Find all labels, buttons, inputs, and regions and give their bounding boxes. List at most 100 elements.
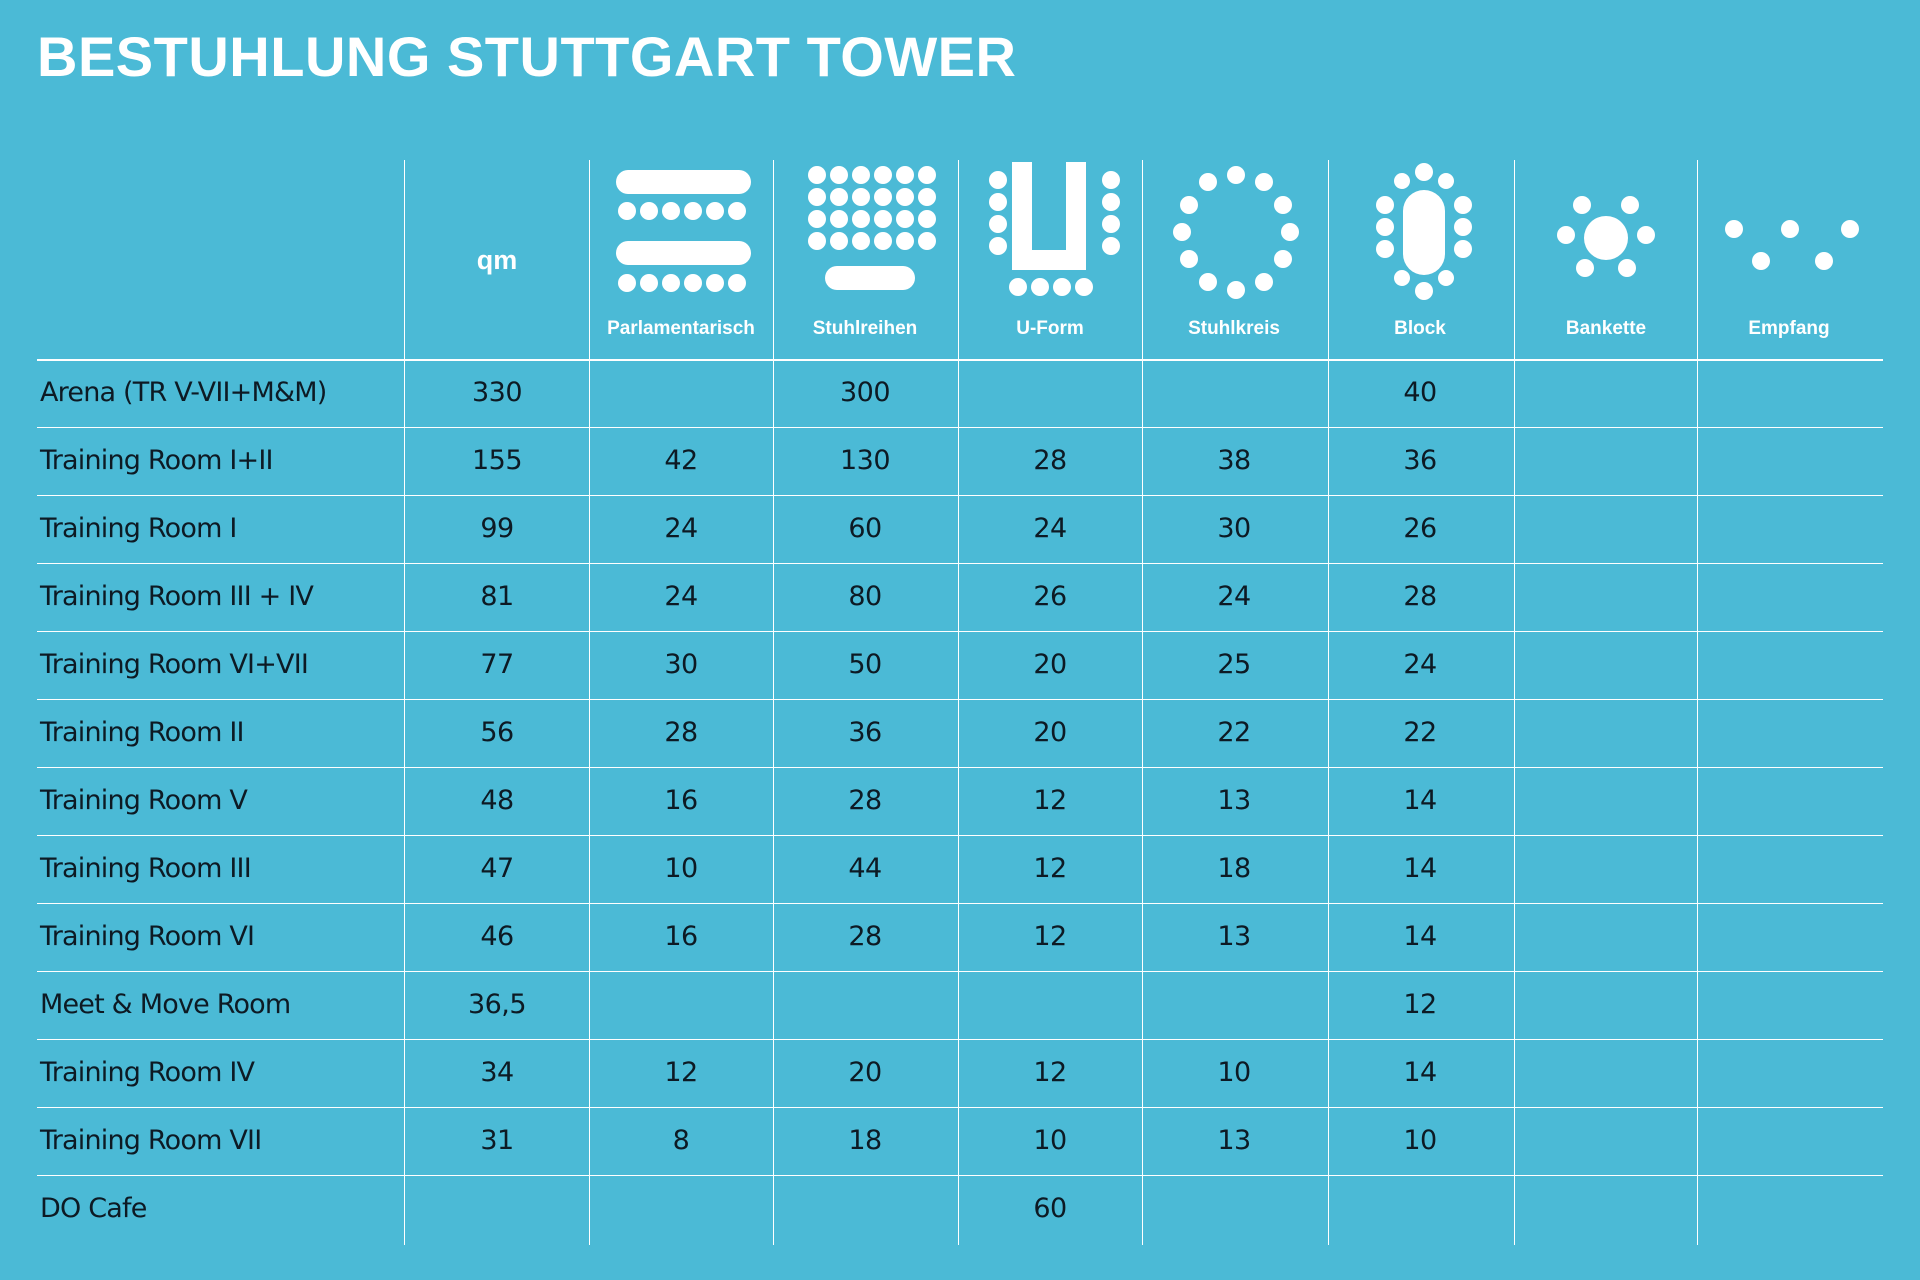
cell-parlamentarisch: 16 bbox=[664, 921, 698, 952]
column-header-u-form: U-Form bbox=[958, 160, 1142, 360]
cell-parlamentarisch: 30 bbox=[664, 649, 698, 680]
room-name: Training Room IV bbox=[40, 1057, 255, 1088]
row-divider bbox=[37, 971, 1883, 972]
cell-qm: 47 bbox=[480, 853, 514, 884]
cell-block: 28 bbox=[1403, 581, 1437, 612]
row-divider bbox=[37, 1107, 1883, 1108]
cell-qm: 36,5 bbox=[467, 989, 527, 1020]
cell-parlamentarisch: 28 bbox=[664, 717, 698, 748]
cell-parlamentarisch: 42 bbox=[664, 445, 698, 476]
cell-block: 14 bbox=[1403, 853, 1437, 884]
row-divider bbox=[37, 563, 1883, 564]
cell-u-form: 12 bbox=[1033, 921, 1067, 952]
row-divider bbox=[37, 631, 1883, 632]
column-label: Parlamentarisch bbox=[607, 318, 755, 339]
stuhlkreis-icon bbox=[1173, 166, 1299, 299]
room-name: Training Room III bbox=[40, 853, 252, 884]
cell-stuhlreihen: 300 bbox=[839, 377, 891, 408]
column-divider bbox=[589, 160, 590, 1245]
cell-block: 36 bbox=[1403, 445, 1437, 476]
row-divider bbox=[37, 903, 1883, 904]
column-label: Empfang bbox=[1748, 318, 1830, 339]
cell-u-form: 28 bbox=[1033, 445, 1067, 476]
column-label: Bankette bbox=[1565, 318, 1647, 339]
cell-qm: 56 bbox=[480, 717, 514, 748]
room-name: Training Room V bbox=[40, 785, 248, 816]
column-header-block: Block bbox=[1328, 160, 1512, 360]
cell-parlamentarisch: 16 bbox=[664, 785, 698, 816]
cell-block: 12 bbox=[1403, 989, 1437, 1020]
column-label: Stuhlreihen bbox=[812, 318, 918, 339]
cell-block: 10 bbox=[1403, 1125, 1437, 1156]
cell-block: 14 bbox=[1403, 785, 1437, 816]
column-label: U-Form bbox=[1016, 318, 1084, 339]
cell-stuhlkreis: 13 bbox=[1217, 785, 1251, 816]
block-icon bbox=[1376, 163, 1472, 300]
column-divider bbox=[1697, 160, 1698, 1245]
cell-stuhlkreis: 10 bbox=[1217, 1057, 1251, 1088]
column-divider bbox=[958, 160, 959, 1245]
cell-stuhlreihen: 28 bbox=[848, 921, 882, 952]
room-name: Training Room VII bbox=[40, 1125, 262, 1156]
cell-block: 40 bbox=[1403, 377, 1437, 408]
parlamentarisch-icon bbox=[616, 170, 751, 292]
column-divider bbox=[773, 160, 774, 1245]
cell-u-form: 60 bbox=[1033, 1193, 1067, 1224]
cell-stuhlreihen: 130 bbox=[839, 445, 891, 476]
cell-block: 22 bbox=[1403, 717, 1437, 748]
column-header-stuhlreihen: Stuhlreihen bbox=[773, 160, 957, 360]
stuhlreihen-icon bbox=[808, 166, 936, 290]
cell-stuhlkreis: 38 bbox=[1217, 445, 1251, 476]
header-divider bbox=[37, 359, 1883, 361]
cell-stuhlkreis: 18 bbox=[1217, 853, 1251, 884]
cell-stuhlreihen: 50 bbox=[848, 649, 882, 680]
room-name: Meet & Move Room bbox=[40, 989, 291, 1020]
row-divider bbox=[37, 427, 1883, 428]
column-divider bbox=[1142, 160, 1143, 1245]
cell-qm: 81 bbox=[480, 581, 514, 612]
cell-stuhlreihen: 80 bbox=[848, 581, 882, 612]
cell-u-form: 26 bbox=[1033, 581, 1067, 612]
empfang-icon bbox=[1725, 220, 1859, 270]
row-divider bbox=[37, 835, 1883, 836]
cell-parlamentarisch: 12 bbox=[664, 1057, 698, 1088]
cell-u-form: 24 bbox=[1033, 513, 1067, 544]
cell-qm: 155 bbox=[471, 445, 523, 476]
cell-qm: 31 bbox=[480, 1125, 514, 1156]
row-divider bbox=[37, 699, 1883, 700]
cell-stuhlkreis: 24 bbox=[1217, 581, 1251, 612]
room-name: Training Room II bbox=[40, 717, 245, 748]
cell-qm: 99 bbox=[480, 513, 514, 544]
cell-parlamentarisch: 24 bbox=[664, 513, 698, 544]
column-divider bbox=[1514, 160, 1515, 1245]
column-label: Stuhlkreis bbox=[1188, 318, 1280, 339]
cell-u-form: 20 bbox=[1033, 717, 1067, 748]
room-name: Training Room VI bbox=[40, 921, 255, 952]
cell-qm: 330 bbox=[471, 377, 523, 408]
page-title: BESTUHLUNG STUTTGART TOWER bbox=[37, 25, 1017, 88]
room-name: Training Room III + IV bbox=[40, 581, 314, 612]
cell-parlamentarisch: 8 bbox=[672, 1125, 690, 1156]
cell-stuhlreihen: 60 bbox=[848, 513, 882, 544]
row-divider bbox=[37, 495, 1883, 496]
column-divider bbox=[404, 160, 405, 1245]
cell-block: 24 bbox=[1403, 649, 1437, 680]
cell-stuhlreihen: 28 bbox=[848, 785, 882, 816]
cell-block: 26 bbox=[1403, 513, 1437, 544]
room-name: Training Room I bbox=[40, 513, 237, 544]
cell-u-form: 12 bbox=[1033, 785, 1067, 816]
column-header-stuhlkreis: Stuhlkreis bbox=[1142, 160, 1326, 360]
cell-u-form: 10 bbox=[1033, 1125, 1067, 1156]
row-divider bbox=[37, 1175, 1883, 1176]
cell-stuhlreihen: 36 bbox=[848, 717, 882, 748]
cell-qm: 77 bbox=[480, 649, 514, 680]
column-header-bankette: Bankette bbox=[1514, 160, 1698, 360]
bankette-icon bbox=[1557, 196, 1655, 277]
cell-stuhlkreis: 22 bbox=[1217, 717, 1251, 748]
column-label: Block bbox=[1394, 318, 1446, 339]
cell-qm: 48 bbox=[480, 785, 514, 816]
cell-stuhlkreis: 30 bbox=[1217, 513, 1251, 544]
cell-stuhlkreis: 13 bbox=[1217, 921, 1251, 952]
cell-qm: 34 bbox=[480, 1057, 514, 1088]
cell-stuhlkreis: 13 bbox=[1217, 1125, 1251, 1156]
